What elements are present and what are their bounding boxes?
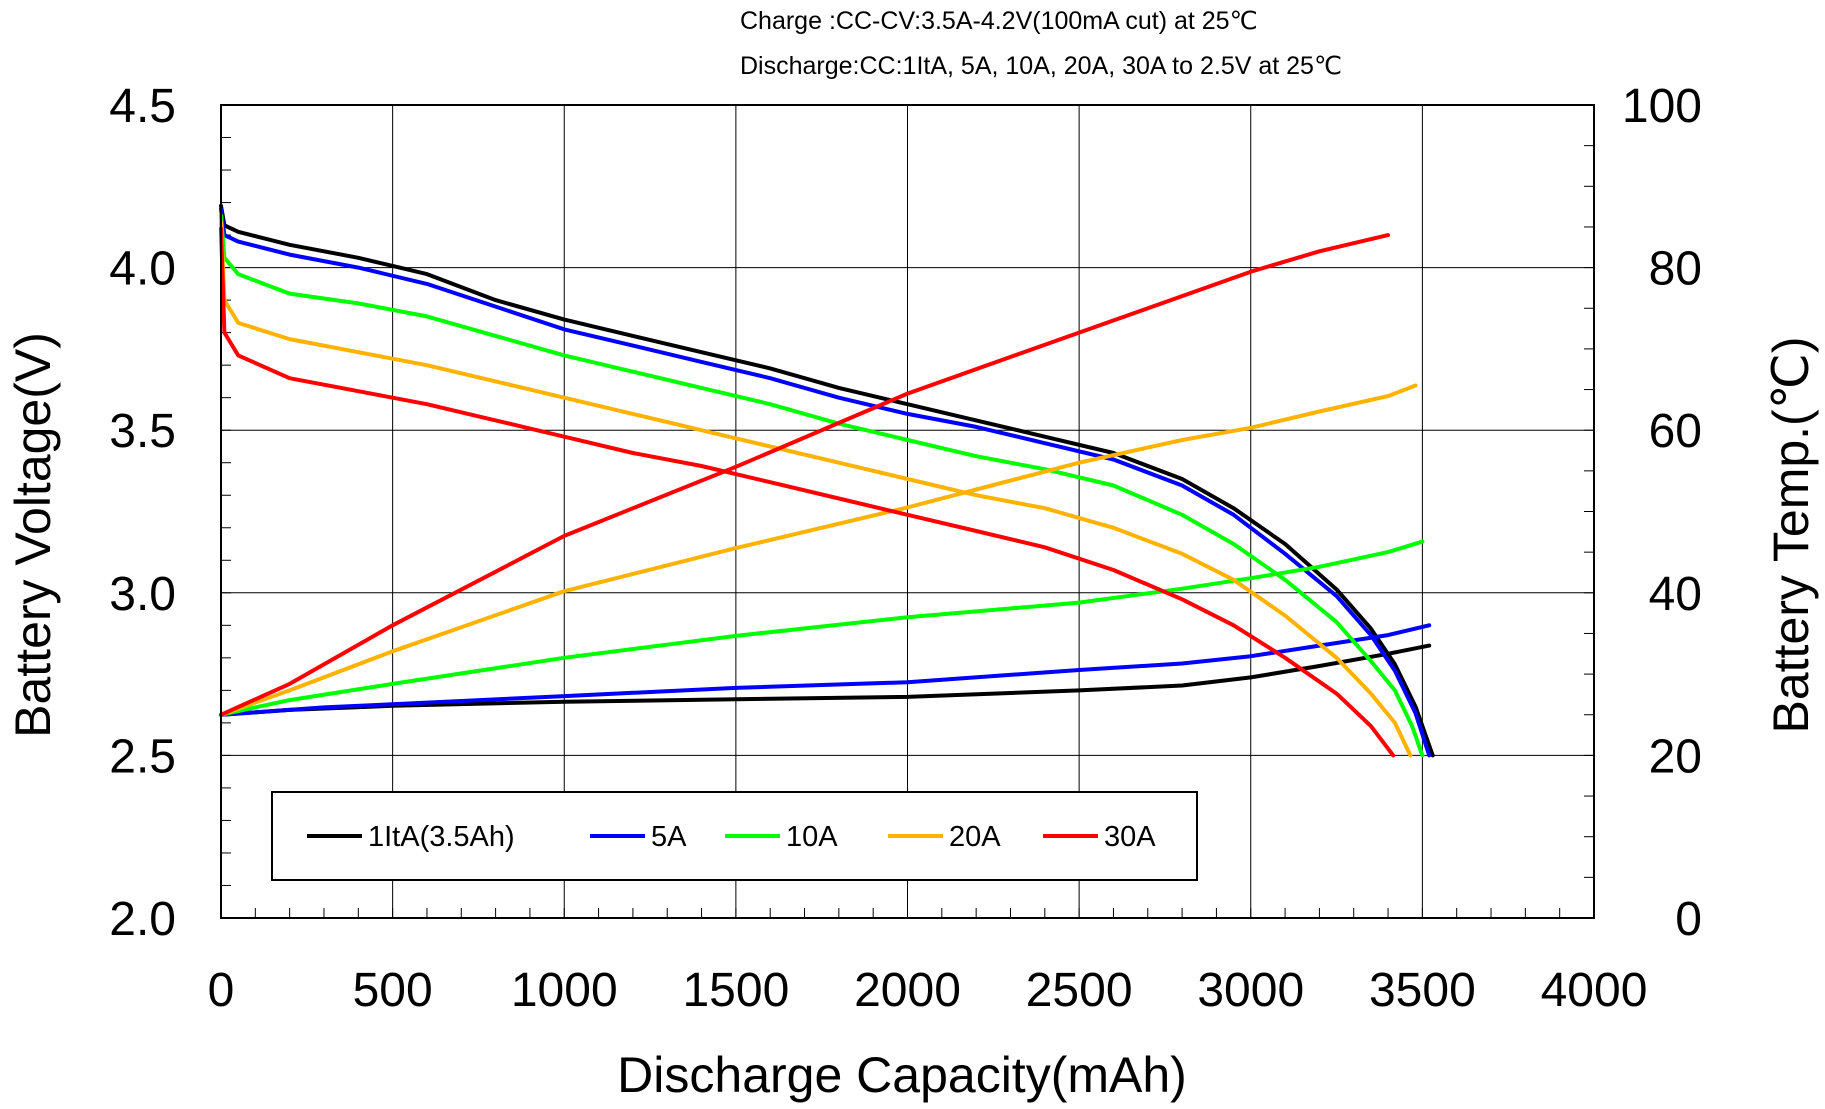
y2-tick-label: 100: [1622, 80, 1702, 133]
series-3-voltage-line: [219, 213, 1425, 758]
gridlines: [221, 105, 1594, 918]
x-tick-label: 3500: [1369, 964, 1476, 1017]
y2-tick-label: 20: [1649, 730, 1702, 783]
y2-tick-labels: 0 20 40 60 80 100: [1622, 80, 1702, 946]
x-tick-label: 2500: [1026, 964, 1133, 1017]
legend-label: 20A: [949, 821, 1001, 853]
y-tick-label: 3.5: [109, 405, 176, 458]
series-4-temperature-line: [219, 383, 1418, 717]
series-1-voltage-line: [219, 203, 1435, 758]
y-tick-label: 4.0: [109, 243, 176, 296]
legend-label: 1ItA(3.5Ah): [368, 821, 515, 853]
legend-label: 5A: [651, 821, 687, 853]
x-tick-label: 3000: [1197, 964, 1304, 1017]
y2-tick-label: 0: [1675, 893, 1702, 946]
x-tick-label: 0: [208, 964, 235, 1017]
series-5-temperature-line: [219, 233, 1390, 717]
x-tick-label: 1500: [682, 964, 789, 1017]
legend-label: 30A: [1104, 821, 1156, 853]
y2-axis-title: Battery Temp.(℃): [1763, 337, 1819, 734]
series-5-voltage-line: [219, 226, 1396, 758]
y-tick-label: 2.5: [109, 730, 176, 783]
y-axis-title: Battery Voltage(V): [5, 332, 61, 738]
y-tick-label: 4.5: [109, 80, 176, 133]
y-tick-labels: 2.0 2.5 3.0 3.5 4.0 4.5: [109, 80, 176, 946]
x-tick-label: 500: [353, 964, 433, 1017]
x-tick-labels: 0 500 1000 1500 2000 2500 3000 3500 4000: [208, 964, 1648, 1017]
x-tick-label: 1000: [511, 964, 618, 1017]
series-3-temperature-line: [219, 539, 1425, 717]
legend-items: 1ItA(3.5Ah) 5A 10A 20A 30A: [307, 821, 1156, 853]
series-4-voltage-line: [219, 220, 1413, 758]
legend-label: 10A: [786, 821, 838, 853]
y-tick-label: 3.0: [109, 568, 176, 621]
chart-note-charge: Charge :CC-CV:3.5A-4.2V(100mA cut) at 25…: [740, 7, 1258, 35]
series-2-voltage-line: [219, 207, 1432, 758]
x-tick-label: 2000: [854, 964, 961, 1017]
x-tick-label: 4000: [1541, 964, 1648, 1017]
plot-frame: [220, 104, 1595, 919]
y2-tick-label: 60: [1649, 405, 1702, 458]
y2-tick-label: 40: [1649, 568, 1702, 621]
series-2-temperature-line: [219, 623, 1432, 717]
minor-ticks: [221, 137, 1594, 918]
series-lines: [219, 203, 1435, 758]
y2-tick-label: 80: [1649, 243, 1702, 296]
chart-note-discharge: Discharge:CC:1ItA, 5A, 10A, 20A, 30A to …: [740, 52, 1342, 80]
x-axis-title: Discharge Capacity(mAh): [617, 1047, 1187, 1103]
y-tick-label: 2.0: [109, 893, 176, 946]
legend: 1ItA(3.5Ah) 5A 10A 20A 30A: [271, 791, 1198, 881]
